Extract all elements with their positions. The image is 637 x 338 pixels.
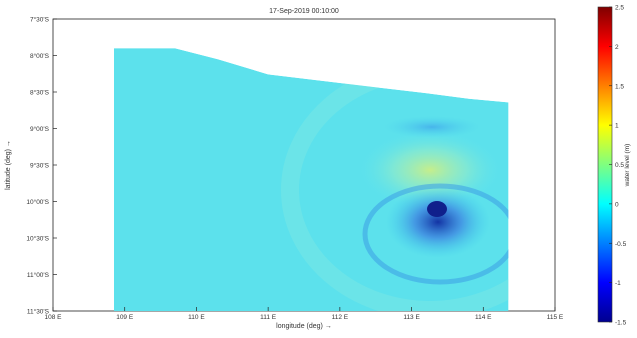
y-tick-label: 8°00'S <box>30 52 50 60</box>
y-tick-label: 9°00'S <box>30 125 50 133</box>
y-tick-label: 10°00'S <box>26 198 49 206</box>
x-axis-label: longitude (deg) → <box>276 323 332 330</box>
x-tick-label: 108 E <box>45 314 63 321</box>
water-field <box>114 48 509 311</box>
colorbar-tick-label: 0 <box>615 201 619 208</box>
x-tick-label: 112 E <box>332 314 349 321</box>
trough-ring <box>362 183 509 285</box>
upper-trough <box>384 116 480 138</box>
x-tick-label: 111 E <box>260 314 277 321</box>
x-tick-label: 109 E <box>116 314 134 321</box>
colorbar-tick-label: -1 <box>615 280 621 287</box>
colorbar-ticks: 2.5 2 1.5 1 0.5 0 -0.5 -1 -1.5 <box>609 5 627 327</box>
y-tick-label: 11°00'S <box>27 271 50 279</box>
y-tick-label: 10°30'S <box>26 235 49 243</box>
colorbar-tick-label: 1.5 <box>615 83 624 90</box>
colorbar-tick-label: 2 <box>615 44 619 51</box>
main-trough <box>386 186 490 258</box>
x-tick-label: 115 E <box>547 314 564 321</box>
x-tick-label: 113 E <box>403 314 420 321</box>
y-tick-label: 11°30'S <box>27 308 50 316</box>
y-axis-label: latitude (deg) → <box>5 140 12 190</box>
trough-core <box>427 201 447 217</box>
colorbar-label: water level (m) <box>624 144 631 188</box>
colorbar-tick-label: -1.5 <box>615 320 627 327</box>
x-tick-label: 110 E <box>188 314 205 321</box>
y-tick-label: 7°30'S <box>30 16 50 24</box>
chart-title: 17-Sep-2019 00:10:00 <box>269 8 339 15</box>
colorbar-tick-label: 2.5 <box>615 5 624 12</box>
x-axis: 108 E 109 E 110 E 111 E 112 E 113 E 114 E 115 E <box>45 307 564 321</box>
y-axis: 7°30'S 8°00'S 8°30'S 9°00'S 9°30'S 10°00'S 10°… <box>26 16 57 316</box>
colorbar-tick-label: 1 <box>615 123 619 130</box>
colorbar-tick-label: -0.5 <box>615 241 627 248</box>
y-tick-label: 9°30'S <box>30 162 50 170</box>
x-tick-label: 114 E <box>475 314 492 321</box>
colorbar-tick-label: 0.5 <box>615 162 624 169</box>
y-tick-label: 8°30'S <box>30 89 50 97</box>
